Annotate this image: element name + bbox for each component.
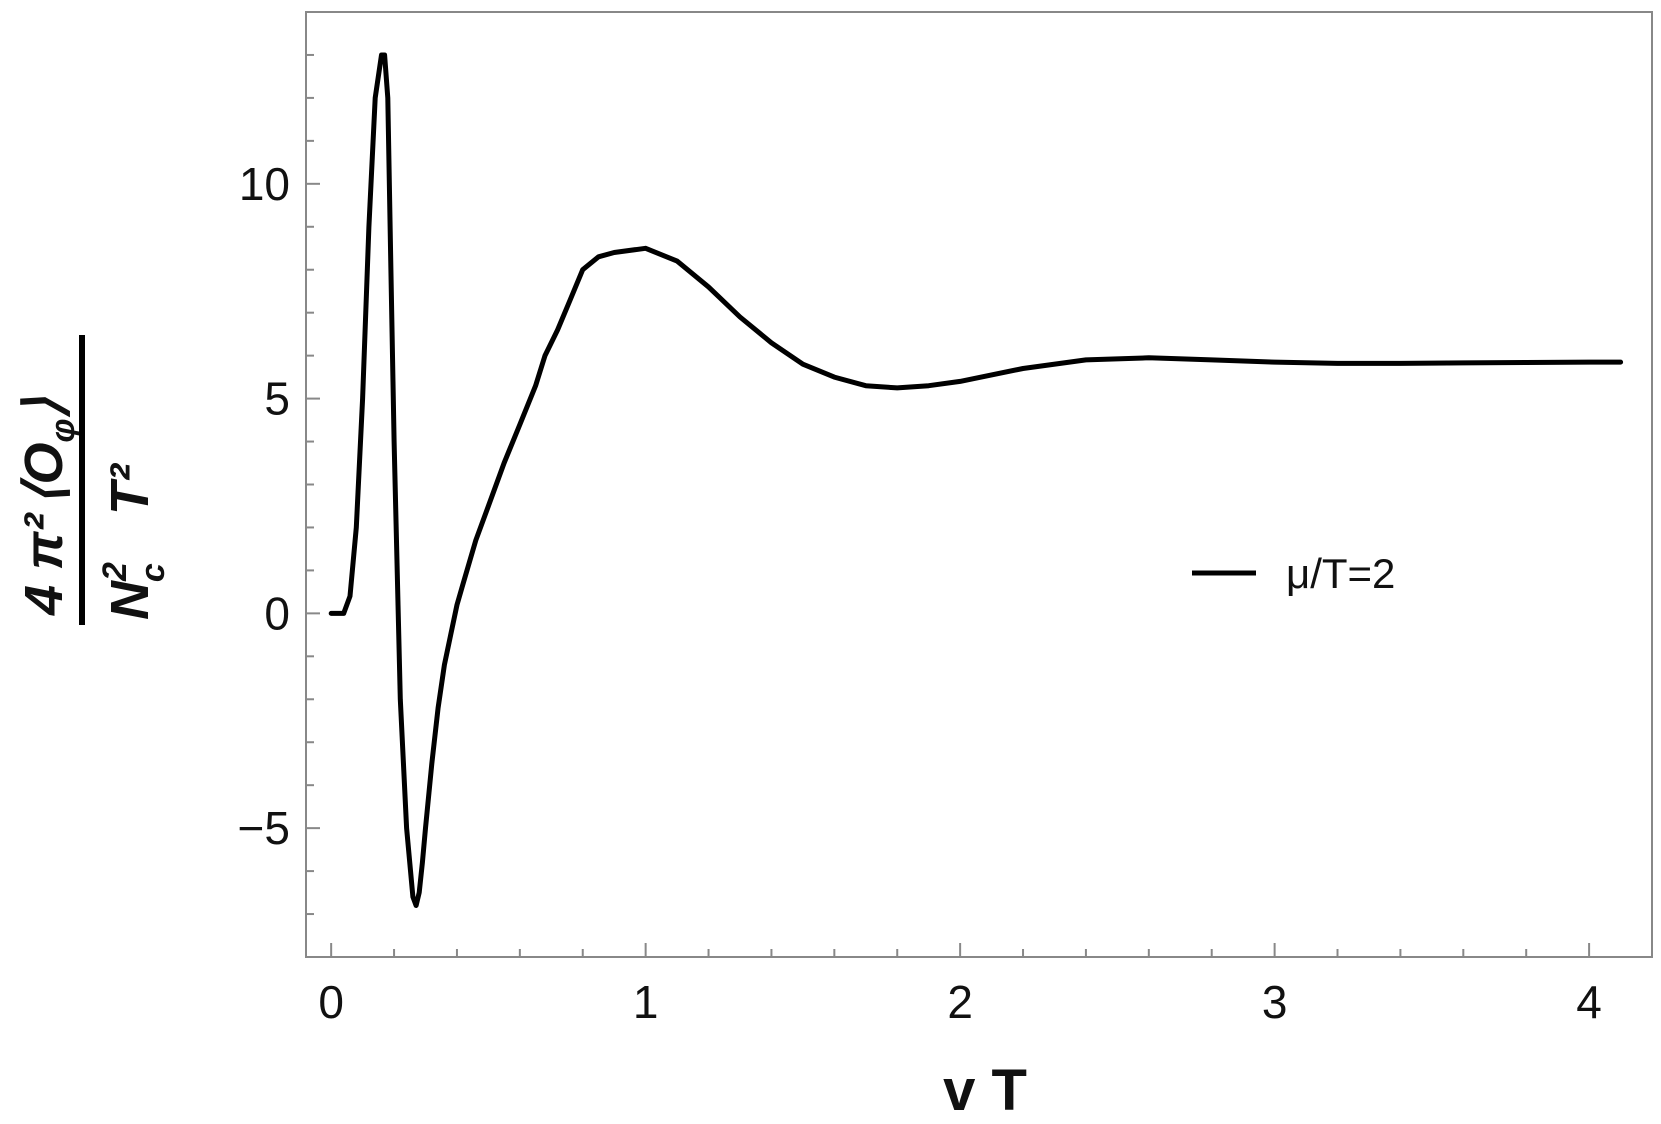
y-tick-label: 10 (239, 158, 290, 210)
series-line-mu-t-2 (328, 52, 1624, 908)
x-tick-label: 0 (318, 976, 344, 1028)
plot-frame (305, 11, 1653, 958)
y-tick-label: −5 (238, 802, 290, 854)
y-label-num-left: 4 π² (14, 512, 74, 616)
tick-labels: 0 1 2 3 4 −5 0 5 10 (238, 158, 1602, 1028)
x-tick-label: 4 (1576, 976, 1602, 1028)
svg-text:N2cT²: N2c T² (96, 462, 172, 620)
x-tick-label: 3 (1262, 976, 1288, 1028)
y-label-den-right: T² (100, 462, 160, 515)
x-axis-label: v T (943, 1058, 1027, 1123)
legend-label: μ/T=2 (1286, 550, 1395, 597)
legend: μ/T=2 (1192, 550, 1395, 597)
x-tick-label: 1 (633, 976, 659, 1028)
y-label-den-sup: 2 (96, 562, 134, 582)
y-label-num-sub: φ (44, 419, 82, 443)
axis-ticks (306, 53, 1591, 957)
y-label-den-sub: c (134, 563, 172, 582)
y-label-num-close: ⟩ (14, 397, 74, 419)
svg-text:4 π²⟨Oφ⟩: 4 π² ⟨Oφ⟩ (14, 397, 82, 616)
x-tick-label: 2 (947, 976, 973, 1028)
y-tick-label: 0 (264, 587, 290, 639)
y-tick-label: 5 (264, 373, 290, 425)
y-label-den-left: N (100, 580, 160, 620)
y-axis-label: 4 π² ⟨Oφ⟩ N2c T² (14, 335, 172, 625)
y-label-num-right: ⟨O (14, 442, 74, 505)
